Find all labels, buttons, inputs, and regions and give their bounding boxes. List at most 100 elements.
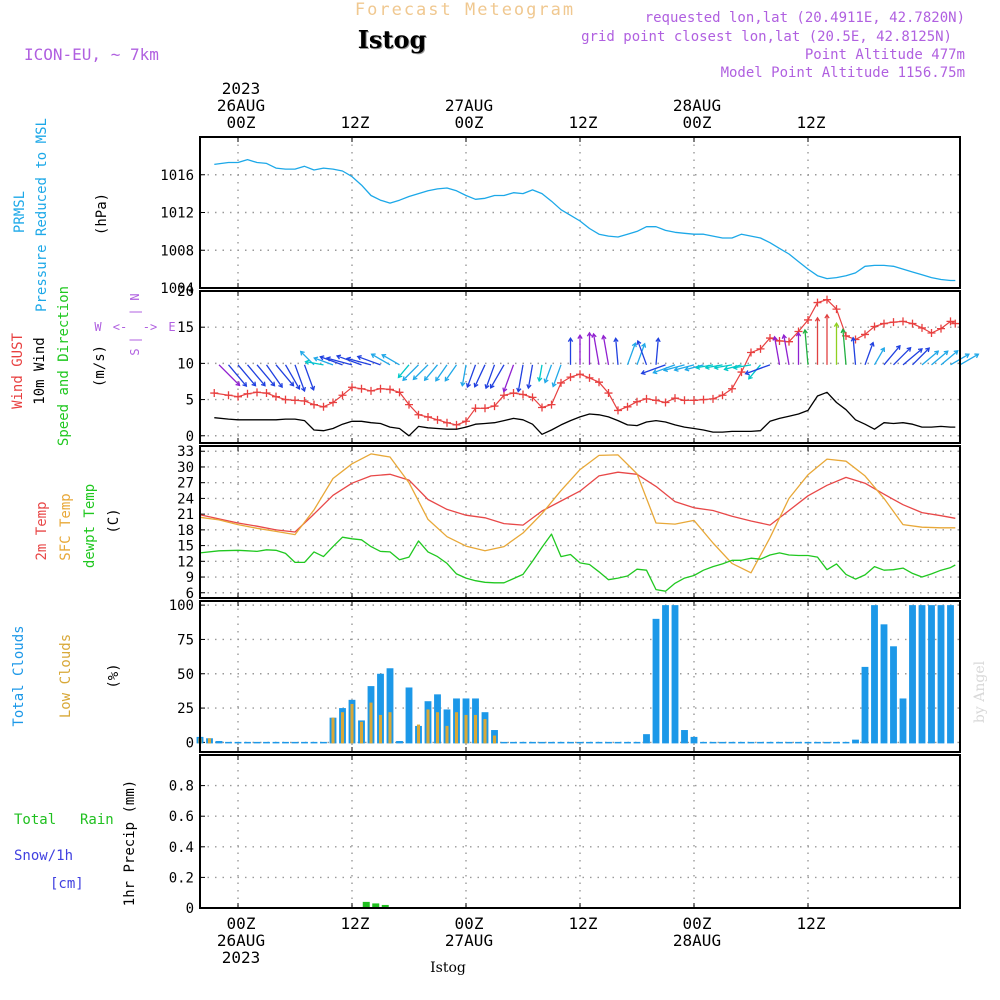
wind-direction-arrow xyxy=(637,340,648,366)
gust-marker xyxy=(490,402,499,411)
wind-arrowhead xyxy=(833,322,840,327)
precip-unit-label: 1hr Precip (mm) xyxy=(122,780,138,906)
wind-arrowhead xyxy=(601,334,607,340)
panel-border xyxy=(199,290,961,444)
gust-marker xyxy=(338,391,347,400)
wind-direction-arrow xyxy=(655,338,659,365)
wind-direction-arrow xyxy=(724,364,742,371)
y-tick-label: 25 xyxy=(177,701,194,717)
gust-marker xyxy=(576,370,584,379)
gust-marker xyxy=(462,417,470,426)
gust-marker xyxy=(357,384,366,393)
total-cloud-bar xyxy=(396,741,403,744)
low-cloud-bar xyxy=(464,714,468,744)
gust-marker xyxy=(614,406,622,415)
wind-direction-arrow xyxy=(284,364,300,390)
low-cloud-bar xyxy=(350,703,354,744)
wind-direction-arrow xyxy=(921,350,939,366)
sfc-temp-line xyxy=(199,453,956,574)
wind-direction-arrow xyxy=(696,364,714,369)
gust-marker xyxy=(538,403,546,412)
gust-marker xyxy=(595,378,603,387)
wind-direction-arrow xyxy=(237,364,256,387)
gust-marker xyxy=(927,328,936,337)
low-cloud-bar xyxy=(483,719,487,744)
total-cloud-bar xyxy=(386,668,394,744)
wind-arrowhead xyxy=(304,359,310,365)
compass-right-arrow: -> xyxy=(143,320,157,334)
gust-marker xyxy=(671,394,679,403)
wind-arrowhead xyxy=(319,355,325,361)
pressure-line xyxy=(214,158,956,282)
wind-arrowhead xyxy=(964,353,970,359)
gust-marker xyxy=(424,412,432,421)
gust-marker xyxy=(832,305,841,314)
date-axis-label: 12Z xyxy=(797,113,826,132)
wind-direction-arrow xyxy=(303,364,315,391)
wind-direction-arrow xyxy=(402,364,419,381)
date-axis-label: 12Z xyxy=(341,914,370,933)
gust-marker xyxy=(889,318,898,327)
gust-marker xyxy=(509,389,518,398)
wind-direction-arrow xyxy=(357,355,381,366)
y-tick-label: 20 xyxy=(177,284,194,300)
gust-marker xyxy=(946,317,955,326)
total-cloud-bar xyxy=(652,618,660,744)
gust-marker xyxy=(414,410,423,419)
gust-marker xyxy=(747,348,755,357)
compass-upper-stem: | xyxy=(128,308,142,315)
wind-arrowhead xyxy=(781,333,787,340)
low-cloud-bar xyxy=(416,724,421,744)
gust-marker xyxy=(281,395,290,404)
wind-direction-arrow xyxy=(773,336,781,365)
wind-labels: Wind GUST 10m Wind Speed and Direction (… xyxy=(10,286,176,446)
total-cloud-bar xyxy=(272,741,280,744)
wind-direction-arrow xyxy=(842,329,847,365)
wind-direction-arrow xyxy=(485,364,496,389)
panel-border xyxy=(199,136,961,289)
gust-marker xyxy=(557,378,565,387)
gust-marker xyxy=(452,420,461,429)
gust-marker xyxy=(813,298,822,307)
wind-arrowhead xyxy=(381,354,387,359)
model-point-altitude: Model Point Altitude 1156.75m xyxy=(721,65,965,81)
y-tick-label: 0.2 xyxy=(169,870,194,886)
point-altitude: Point Altitude 477m xyxy=(805,47,965,63)
total-cloud-bar xyxy=(747,741,755,744)
wind-gust-label: Wind GUST xyxy=(10,333,26,409)
gust-marker xyxy=(899,317,907,326)
low-cloud-bar xyxy=(331,717,335,744)
wind-arrowhead xyxy=(313,356,319,362)
precip-labels: Total Rain Snow/1h [cm] 1hr Precip (mm) xyxy=(14,780,138,906)
y-tick-label: 6 xyxy=(186,586,194,602)
gust-marker xyxy=(633,397,641,406)
watermark: by Angel xyxy=(972,660,988,723)
cm-label: [cm] xyxy=(50,876,84,892)
compass-east: E xyxy=(168,320,175,334)
total-cloud-bar xyxy=(405,687,413,744)
wind-direction-arrow xyxy=(674,364,695,371)
wind-arrowhead xyxy=(325,356,331,362)
gust-marker xyxy=(690,396,698,405)
wind-direction-arrow xyxy=(804,329,809,365)
wind-direction-arrow xyxy=(313,357,334,366)
date-axis-label: 12Z xyxy=(797,914,826,933)
compass-south: S xyxy=(128,348,142,355)
wind-arrowhead xyxy=(917,348,923,353)
prmsl-label: PRMSL xyxy=(12,191,28,233)
gust-marker xyxy=(329,398,337,407)
total-cloud-bar xyxy=(576,741,584,744)
total-cloud-bar xyxy=(671,605,679,744)
wind-arrowhead xyxy=(943,350,949,356)
date-axis-label: 00Z xyxy=(683,113,712,132)
wind-direction-arrow xyxy=(663,364,685,371)
total-cloud-bar xyxy=(291,741,299,744)
low-cloud-bar xyxy=(388,712,392,744)
gust-marker xyxy=(300,397,309,406)
wind-arrowhead xyxy=(586,331,593,337)
total-cloud-bar xyxy=(766,741,774,744)
wind-arrowhead xyxy=(641,342,647,348)
wind-direction-arrow xyxy=(527,364,534,389)
